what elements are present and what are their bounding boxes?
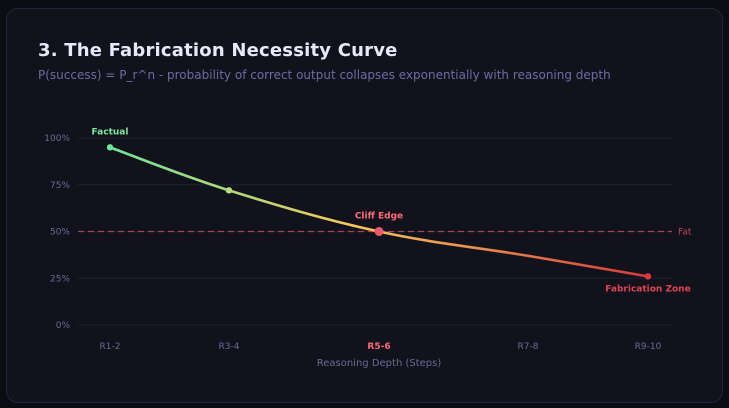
data-point [106, 144, 114, 151]
y-tick-label: 100% [44, 134, 70, 144]
y-tick-label: 25% [50, 274, 70, 284]
data-point [644, 273, 652, 280]
x-tick-label: R9-10 [635, 342, 662, 352]
threshold-label: Fat [678, 228, 692, 238]
x-tick-label: R3-4 [219, 342, 240, 352]
page-title: 3. The Fabrication Necessity Curve [38, 40, 398, 61]
y-tick-label: 50% [50, 228, 70, 238]
x-axis-label: Reasoning Depth (Steps) [317, 358, 442, 369]
y-tick-label: 75% [50, 181, 70, 191]
x-tick-label: R1-2 [100, 342, 121, 352]
annotation-label: Fabrication Zone [605, 284, 690, 294]
x-tick-label: R5-6 [367, 342, 390, 352]
chart-subtitle: P(success) = P_r^n - probability of corr… [38, 68, 611, 82]
data-point [374, 227, 384, 236]
x-tick-label: R7-8 [518, 342, 539, 352]
annotation-label: Factual [92, 127, 129, 137]
y-tick-label: 0% [56, 321, 71, 331]
chart-card [6, 8, 723, 403]
annotation-label: Cliff Edge [355, 212, 403, 222]
data-point [225, 187, 233, 194]
